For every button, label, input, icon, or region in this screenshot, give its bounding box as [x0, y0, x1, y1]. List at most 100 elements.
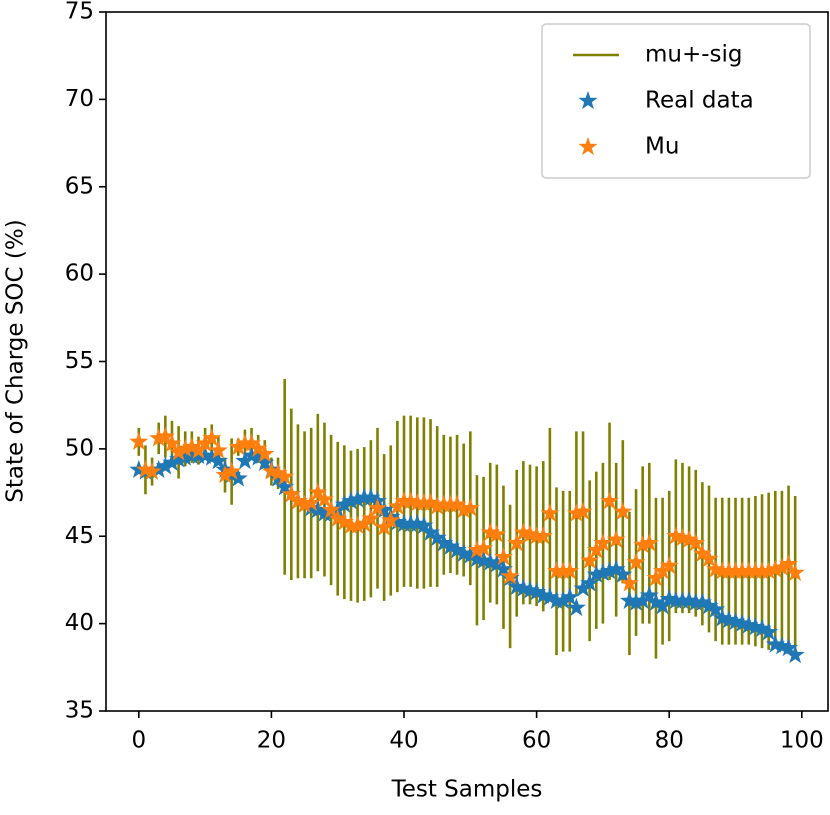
star-marker: [427, 528, 447, 547]
star-marker: [248, 438, 268, 457]
star-marker: [653, 596, 673, 615]
x-tick-label: 100: [780, 728, 824, 754]
star-marker: [169, 442, 189, 461]
star-marker: [752, 618, 772, 637]
star-marker: [182, 437, 202, 456]
legend-marker: [578, 91, 598, 110]
star-marker: [659, 555, 679, 575]
star-marker: [699, 596, 719, 615]
star-marker: [155, 456, 175, 475]
star-marker: [560, 587, 580, 606]
star-marker: [699, 548, 719, 568]
star-marker: [348, 515, 368, 534]
x-tick-label: 20: [257, 728, 286, 754]
legend-box: [541, 23, 811, 179]
y-axis-label: State of Charge SOC (%): [3, 219, 29, 502]
star-marker: [354, 514, 374, 533]
star-marker: [493, 547, 513, 566]
star-marker: [228, 468, 248, 487]
star-marker: [580, 550, 600, 569]
star-marker: [586, 564, 606, 583]
star-marker: [235, 451, 255, 470]
star-marker: [308, 482, 328, 501]
star-marker: [162, 452, 182, 471]
star-marker: [600, 561, 620, 580]
star-marker: [785, 645, 805, 664]
legend-label: Mu: [645, 134, 679, 160]
star-marker: [639, 585, 659, 604]
star-marker: [573, 578, 593, 597]
star-marker: [208, 440, 228, 459]
star-marker: [759, 561, 779, 580]
star-marker: [295, 494, 315, 513]
star-marker: [467, 540, 487, 559]
star-marker: [281, 484, 301, 503]
star-marker: [321, 500, 341, 519]
star-marker: [772, 557, 792, 576]
y-tick-label: 45: [65, 523, 94, 549]
star-marker: [447, 494, 467, 513]
star-marker: [765, 559, 785, 578]
star-marker: [692, 592, 712, 611]
star-marker: [580, 573, 600, 592]
star-marker: [275, 466, 295, 485]
star-marker: [129, 431, 149, 450]
legend-label: Real data: [645, 88, 754, 114]
star-marker: [527, 582, 547, 601]
y-tick-label: 40: [65, 610, 94, 636]
star-marker: [268, 463, 288, 482]
star-marker: [606, 559, 626, 578]
star-marker: [440, 536, 460, 555]
star-marker: [779, 554, 799, 573]
star-marker: [646, 568, 666, 587]
star-marker: [779, 638, 799, 657]
star-marker: [474, 538, 494, 557]
star-marker: [686, 533, 706, 552]
star-marker: [553, 590, 573, 609]
star-marker: [301, 493, 321, 512]
star-marker: [169, 449, 189, 468]
star-marker: [314, 489, 334, 508]
star-marker: [348, 489, 368, 508]
star-marker: [566, 597, 586, 616]
star-marker: [566, 503, 586, 522]
star-marker: [149, 428, 169, 447]
axes-frame: [105, 11, 829, 712]
star-marker: [288, 491, 308, 510]
y-tick-label: 70: [65, 86, 94, 112]
star-marker: [421, 493, 441, 512]
star-marker: [248, 447, 268, 466]
star-marker: [593, 562, 613, 582]
star-marker: [593, 533, 613, 552]
star-marker: [308, 500, 328, 519]
star-marker: [427, 496, 447, 515]
star-marker: [692, 543, 712, 562]
star-marker: [334, 494, 354, 513]
star-marker: [626, 592, 646, 611]
star-marker: [222, 461, 242, 480]
star-marker: [202, 428, 222, 447]
star-marker: [460, 545, 480, 564]
star-marker: [619, 573, 639, 592]
legend-marker: [578, 137, 598, 156]
star-marker: [188, 440, 208, 459]
x-tick-label: 0: [131, 728, 146, 754]
star-marker: [255, 444, 275, 463]
y-tick-label: 60: [65, 261, 94, 287]
star-marker: [142, 461, 162, 480]
star-marker: [560, 561, 580, 580]
star-marker: [679, 529, 699, 548]
star-marker: [421, 522, 441, 541]
star-marker: [540, 503, 560, 522]
star-marker: [653, 561, 673, 580]
legend-label: mu+-sig: [645, 42, 743, 68]
star-marker: [646, 592, 666, 611]
star-marker: [155, 426, 175, 445]
star-marker: [175, 447, 195, 466]
star-marker: [586, 540, 606, 559]
star-marker: [202, 447, 222, 466]
star-marker: [613, 501, 633, 520]
star-marker: [600, 491, 620, 510]
star-marker: [626, 552, 646, 571]
star-marker: [255, 452, 275, 471]
